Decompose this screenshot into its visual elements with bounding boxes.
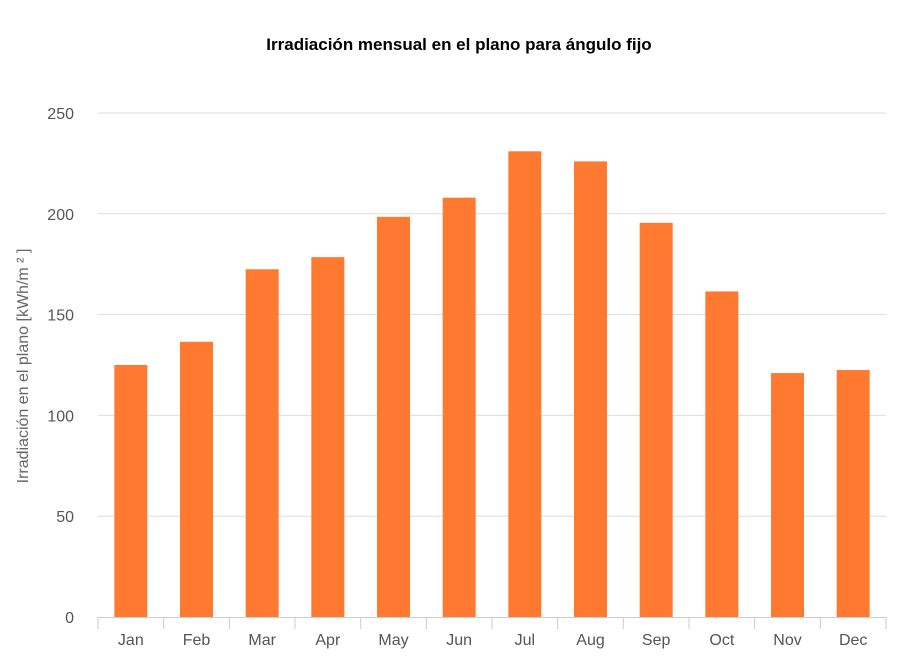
x-tick-label: Feb xyxy=(183,632,211,649)
grid-lines xyxy=(98,112,886,517)
y-tick-label: 200 xyxy=(47,207,74,224)
y-tick-label: 0 xyxy=(65,610,74,627)
x-tick-label: Jul xyxy=(515,632,535,649)
x-tick-label: Nov xyxy=(773,632,801,649)
bar-apr xyxy=(311,257,345,617)
y-tick-label: 100 xyxy=(47,408,74,425)
bar-may xyxy=(377,216,410,617)
bar-dec xyxy=(836,370,870,617)
bar-mar xyxy=(245,269,279,617)
x-tick-label: Oct xyxy=(709,632,734,649)
bars xyxy=(114,151,870,617)
y-tick-label: 150 xyxy=(47,308,74,325)
bar-feb xyxy=(180,341,213,617)
x-tick-label: Dec xyxy=(839,632,867,649)
y-tick-label: 250 xyxy=(47,106,74,123)
bar-sep xyxy=(639,222,673,617)
y-tick-label: 50 xyxy=(56,509,74,526)
bar-nov xyxy=(771,373,804,617)
x-tick-label: May xyxy=(378,632,408,649)
chart-title: Irradiación mensual en el plano para áng… xyxy=(266,35,652,54)
x-tick-label: Sep xyxy=(642,632,671,649)
bar-oct xyxy=(705,291,739,617)
x-axis: Jan Feb Mar Apr May Jun Jul Aug Sep Oct Nov Dec xyxy=(97,617,887,649)
y-axis-title: Irradiación en el plano [kWh/m ² ] xyxy=(15,249,32,484)
x-tick-label: Mar xyxy=(248,632,276,649)
x-tick-label: Aug xyxy=(576,632,604,649)
bar-jun xyxy=(442,197,476,617)
bar-jan xyxy=(114,365,148,617)
bar-aug xyxy=(574,161,607,617)
bar-jul xyxy=(508,151,542,617)
x-tick-label: Jan xyxy=(118,632,144,649)
x-tick-label: Apr xyxy=(315,632,341,649)
x-tick-label: Jun xyxy=(446,632,472,649)
y-axis-ticks: 0 50 100 150 200 250 xyxy=(47,106,74,627)
